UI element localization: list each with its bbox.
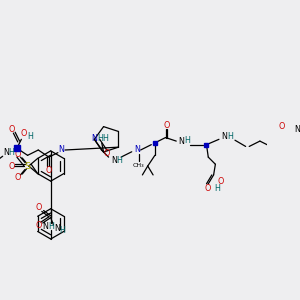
- Text: O: O: [46, 166, 52, 175]
- Text: H: H: [214, 184, 220, 193]
- Text: N: N: [54, 224, 60, 233]
- Text: H: H: [59, 226, 65, 235]
- Text: O: O: [8, 161, 15, 170]
- Text: N: N: [178, 137, 184, 146]
- Text: O: O: [35, 203, 41, 212]
- Text: CH₃: CH₃: [133, 163, 145, 168]
- Text: O: O: [218, 177, 224, 186]
- Text: O: O: [163, 121, 170, 130]
- Text: N: N: [92, 134, 98, 143]
- Text: N: N: [111, 156, 117, 165]
- Text: N: N: [3, 148, 9, 157]
- Text: H: H: [48, 222, 54, 231]
- Text: O: O: [35, 221, 41, 230]
- Text: H: H: [97, 134, 103, 143]
- Text: H: H: [9, 148, 14, 157]
- Text: H: H: [27, 132, 33, 141]
- Text: H: H: [228, 132, 233, 141]
- Text: N: N: [221, 132, 227, 141]
- Text: O: O: [15, 173, 21, 182]
- Text: N: N: [134, 146, 140, 154]
- Text: N: N: [43, 222, 48, 231]
- Text: O: O: [103, 149, 110, 158]
- Text: O: O: [8, 125, 15, 134]
- Text: S: S: [25, 161, 31, 170]
- Text: H: H: [116, 156, 122, 165]
- Text: O: O: [204, 184, 211, 193]
- Text: O: O: [279, 122, 285, 131]
- Text: H: H: [102, 134, 108, 143]
- Text: N: N: [294, 125, 300, 134]
- Text: H: H: [184, 136, 190, 145]
- Text: O: O: [21, 130, 27, 139]
- Text: N: N: [58, 146, 64, 154]
- Text: O: O: [15, 150, 21, 159]
